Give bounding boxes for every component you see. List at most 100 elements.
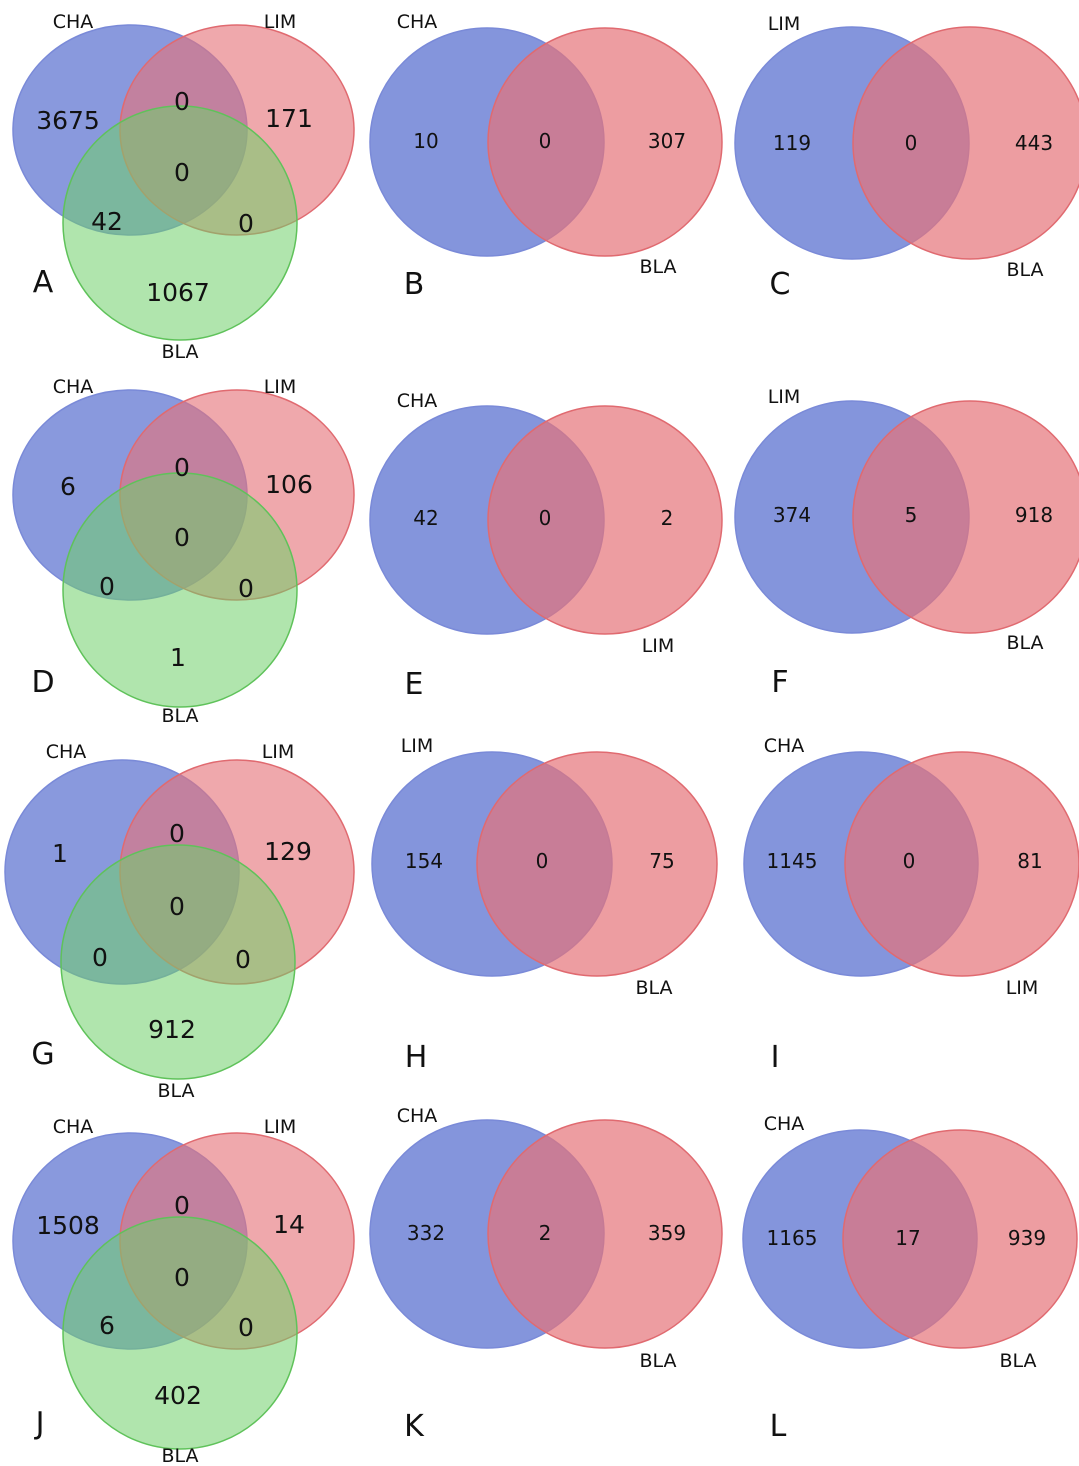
venn-panel-b: CHA BLA 10 0 307 B [369,11,723,302]
region-count-left: 119 [773,131,811,155]
panel-letter: F [771,665,788,700]
region-count-bc: 0 [238,574,254,603]
venn-panel-i: CHA LIM 1145 0 81 I [743,735,1079,1075]
venn-panel-h: LIM BLA 154 0 75 H [371,735,718,1075]
set-circle-bla [487,27,723,257]
panel-letter: A [33,265,54,300]
set-label: LIM [264,11,297,33]
set-label: BLA [999,1350,1036,1372]
set-label: LIM [401,735,434,757]
region-count-c: 912 [148,1015,196,1044]
set-label: CHA [53,376,94,398]
region-count-a: 1508 [36,1211,100,1240]
venn-panel-l: CHA BLA 1165 17 939 L [742,1113,1078,1444]
set-circle-bla [487,1119,723,1349]
region-count-left: 154 [405,849,443,873]
region-count-abc: 0 [174,158,190,187]
region-count-right: 75 [649,849,674,873]
region-count-c: 402 [154,1381,202,1410]
set-label: CHA [764,735,805,757]
set-label: CHA [46,741,87,763]
region-count-b: 129 [264,837,312,866]
region-count-abc: 0 [174,523,190,552]
region-count-ac: 6 [99,1311,115,1340]
region-count-both: 0 [536,849,549,873]
set-circle-bla [842,1129,1078,1349]
region-count-left: 332 [407,1221,445,1245]
region-count-abc: 0 [174,1263,190,1292]
region-count-a: 3675 [36,106,100,135]
venn-panel-e: CHA LIM 42 0 2 E [369,390,723,702]
set-circle-bla [62,472,298,708]
region-count-both: 17 [895,1226,920,1250]
panel-letter: I [771,1040,780,1075]
set-circle-lim [844,751,1079,977]
panel-letter: H [405,1040,428,1075]
panel-letter: B [404,267,425,302]
panel-letter: J [34,1406,45,1441]
region-count-both: 0 [903,849,916,873]
region-count-right: 307 [648,129,686,153]
set-label: BLA [639,1350,676,1372]
set-circle-bla [852,26,1079,260]
region-count-left: 1165 [767,1226,818,1250]
region-count-both: 0 [905,131,918,155]
region-count-both: 2 [539,1221,552,1245]
set-label: LIM [1006,977,1039,999]
region-count-both: 0 [539,129,552,153]
set-label: BLA [1006,259,1043,281]
set-label: BLA [635,977,672,999]
set-circle-bla [62,105,298,341]
venn-panel-a: CHA LIM BLA 3675 171 1067 0 42 0 0 A [12,11,355,363]
set-label: CHA [764,1113,805,1135]
venn-panel-c: LIM BLA 119 0 443 C [734,13,1079,302]
region-count-bc: 0 [238,1313,254,1342]
set-label: LIM [262,741,295,763]
region-count-c: 1067 [146,278,210,307]
region-count-right: 918 [1015,503,1053,527]
region-count-ac: 42 [91,207,123,236]
set-label: CHA [397,390,438,412]
region-count-b: 106 [265,470,313,499]
region-count-right: 81 [1017,849,1042,873]
set-label: LIM [768,13,801,35]
region-count-both: 5 [905,503,918,527]
region-count-ac: 0 [92,943,108,972]
region-count-ab: 0 [169,819,185,848]
panel-letter: K [404,1409,425,1444]
region-count-ab: 0 [174,87,190,116]
region-count-right: 443 [1015,131,1053,155]
panel-letter: G [31,1037,54,1072]
region-count-b: 14 [273,1210,305,1239]
region-count-right: 2 [661,506,674,530]
panel-letter: C [770,267,791,302]
set-label: BLA [639,256,676,278]
region-count-left: 42 [413,506,438,530]
set-circle-bla [62,1216,298,1450]
panel-letter: D [31,665,54,700]
panel-letter: E [405,667,424,702]
set-label: BLA [1006,632,1043,654]
region-count-bc: 0 [238,209,254,238]
region-count-a: 1 [52,839,68,868]
panel-letter: L [770,1409,787,1444]
region-count-right: 359 [648,1221,686,1245]
set-label: CHA [397,11,438,33]
venn-panel-j: CHA LIM BLA 1508 14 402 0 6 0 0 J [12,1116,355,1466]
region-count-b: 171 [265,104,313,133]
set-label: BLA [161,1445,198,1466]
region-count-abc: 0 [169,892,185,921]
region-count-a: 6 [60,472,76,501]
set-label: CHA [53,1116,94,1138]
region-count-ac: 0 [99,572,115,601]
region-count-both: 0 [539,506,552,530]
set-label: LIM [768,386,801,408]
set-circle-bla [852,400,1079,634]
set-label: CHA [53,11,94,33]
region-count-bc: 0 [235,945,251,974]
region-count-left: 374 [773,503,811,527]
set-label: LIM [264,376,297,398]
set-label: BLA [161,705,198,727]
region-count-left: 10 [413,129,438,153]
